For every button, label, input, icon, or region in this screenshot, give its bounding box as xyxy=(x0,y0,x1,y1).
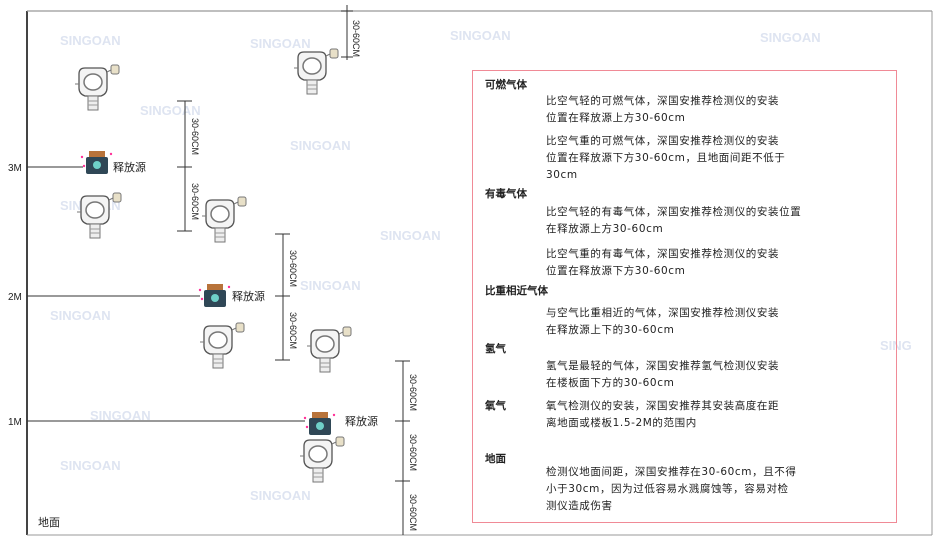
release-source-label: 释放源 xyxy=(345,414,378,428)
combustible-heading: 可燃气体 xyxy=(485,79,527,91)
similar-text: 与空气比重相近的气体，深国安推荐检测仪安装 在释放源上下的30-60cm xyxy=(546,307,780,336)
gas-detector-icon xyxy=(306,326,352,373)
svg-text:SINGOAN: SINGOAN xyxy=(60,458,121,473)
gas-detector-icon xyxy=(299,436,345,483)
svg-text:SINGOAN: SINGOAN xyxy=(140,103,201,118)
svg-text:SINGOAN: SINGOAN xyxy=(290,138,351,153)
svg-text:SING: SING xyxy=(880,338,912,353)
ground-heading: 地面 xyxy=(485,453,506,465)
svg-text:SINGOAN: SINGOAN xyxy=(50,308,111,323)
dimension-label: 30-60CM xyxy=(288,250,298,287)
svg-text:SINGOAN: SINGOAN xyxy=(300,278,361,293)
level-3m-label: 3M xyxy=(8,163,22,174)
svg-text:SINGOAN: SINGOAN xyxy=(90,408,151,423)
release-source-icon xyxy=(80,151,113,174)
dimension-label: 30-60CM xyxy=(190,118,200,155)
svg-text:SINGOAN: SINGOAN xyxy=(250,36,311,51)
level-1m-label: 1M xyxy=(8,417,22,428)
ground-text: 检测仪地面间距，深国安推荐在30-60cm，且不得 小于30cm，因为过低容易水… xyxy=(546,466,797,512)
gas-detector-icon xyxy=(199,322,245,369)
toxic-heading: 有毒气体 xyxy=(485,188,527,200)
hydrogen-text: 氢气是最轻的气体，深国安推荐氢气检测仪安装 在楼板面下方的30-60cm xyxy=(546,360,780,389)
level-2m-label: 2M xyxy=(8,292,22,303)
release-source-icon xyxy=(198,284,231,307)
dimension-label: 30-60CM xyxy=(408,434,418,471)
installation-notes-panel: 可燃气体 比空气轻的可燃气体，深国安推荐检测仪的安装 位置在释放源上方30-60… xyxy=(472,70,897,523)
gas-detector-icon xyxy=(293,48,339,95)
gas-detector-icon xyxy=(74,64,120,111)
oxygen-text: 氧气检测仪的安装，深国安推荐其安装高度在距 离地面或楼板1.5-2M的范围内 xyxy=(546,400,780,429)
svg-text:SINGOAN: SINGOAN xyxy=(760,30,821,45)
gas-detector-icon xyxy=(201,196,247,243)
dimension-label: 30-60CM xyxy=(408,494,418,531)
release-source-label: 释放源 xyxy=(232,289,265,303)
release-source-label: 释放源 xyxy=(113,160,146,174)
dimension-lines xyxy=(177,5,410,535)
toxic-lighter-text: 比空气轻的有毒气体，深国安推荐检测仪的安装位置 在释放源上方30-60cm xyxy=(546,206,802,235)
svg-text:SINGOAN: SINGOAN xyxy=(250,488,311,503)
svg-text:SINGOAN: SINGOAN xyxy=(60,33,121,48)
svg-text:SINGOAN: SINGOAN xyxy=(450,28,511,43)
combustible-lighter-text: 比空气轻的可燃气体，深国安推荐检测仪的安装 位置在释放源上方30-60cm xyxy=(546,95,780,124)
dimension-label: 30-60CM xyxy=(408,374,418,411)
hydrogen-heading: 氢气 xyxy=(485,343,506,355)
dimension-label: 30-60CM xyxy=(190,183,200,220)
gas-detector-icon xyxy=(76,192,122,239)
combustible-heavier-text: 比空气重的可燃气体，深国安推荐检测仪的安装 位置在释放源下方30-60cm，且地… xyxy=(546,135,786,181)
similar-heading: 比重相近气体 xyxy=(485,285,548,297)
frame xyxy=(26,10,933,536)
level-markers xyxy=(27,166,305,422)
oxygen-heading: 氧气 xyxy=(485,400,506,412)
dimension-label: 30-60CM xyxy=(288,312,298,349)
svg-text:SINGOAN: SINGOAN xyxy=(380,228,441,243)
toxic-heavier-text: 比空气重的有毒气体，深国安推荐检测仪的安装 位置在释放源下方30-60cm xyxy=(546,248,780,277)
dimension-label: 30-60CM xyxy=(351,20,361,57)
ground-label: 地面 xyxy=(38,516,60,529)
release-source-icon xyxy=(303,412,336,435)
